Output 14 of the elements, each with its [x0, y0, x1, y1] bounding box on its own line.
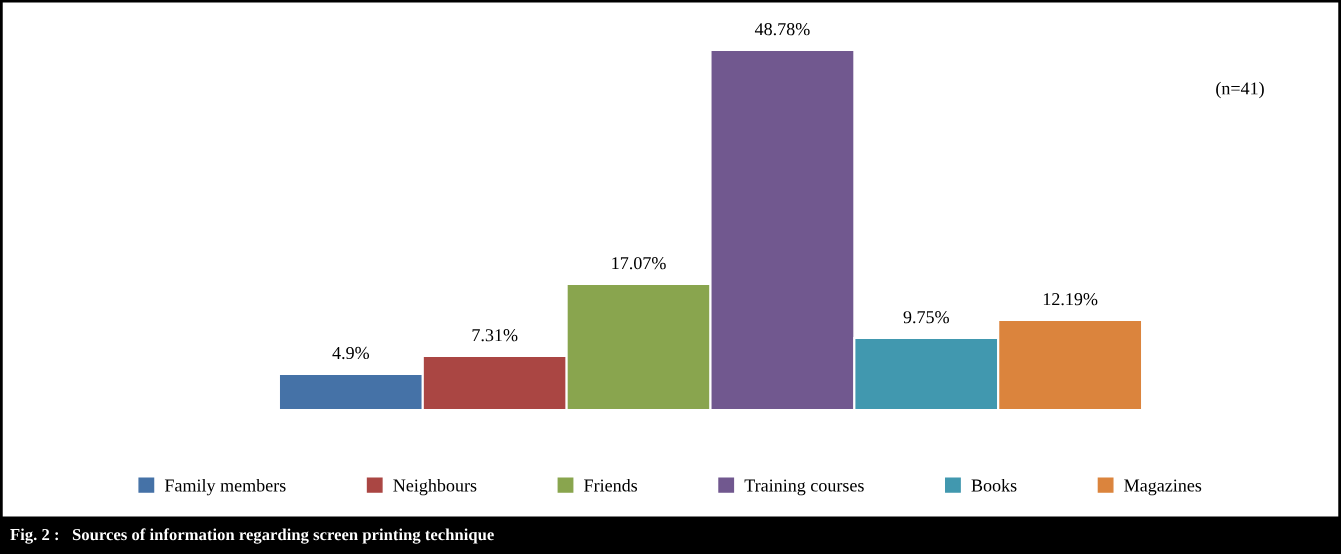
annotation: (n=41) — [1216, 81, 1264, 99]
data-label: 7.31% — [472, 329, 518, 342]
legend-label: Family members — [164, 478, 286, 496]
data-label: 48.78% — [754, 23, 810, 36]
data-label: 17.07% — [612, 257, 666, 270]
legend-label: Training courses — [744, 479, 864, 496]
legend-label: Neighbours — [393, 478, 477, 496]
text: Fig. 2 : Sources of information regarding screen printing technique — [10, 528, 494, 544]
data-label: 4.9% — [332, 346, 370, 360]
legend-label: Books — [971, 478, 1017, 492]
data-label: 12.19% — [1043, 293, 1098, 306]
legend-label: Magazines — [1124, 479, 1202, 496]
legend-label: Friends — [584, 478, 638, 492]
data-label: 9.75% — [903, 311, 949, 324]
